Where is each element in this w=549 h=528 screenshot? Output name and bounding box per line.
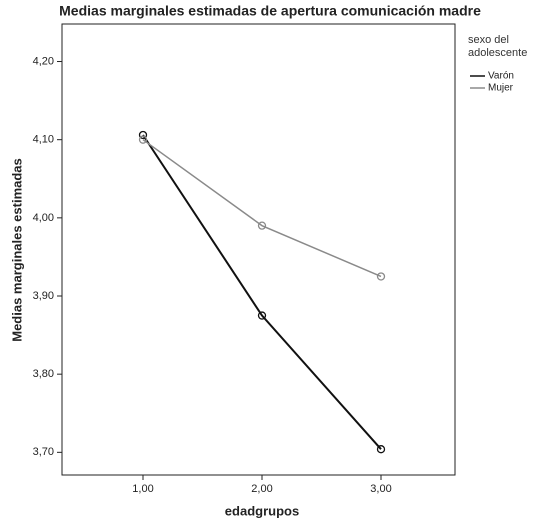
y-tick-label: 4,20: [33, 55, 54, 67]
point: [376, 272, 386, 281]
x-tick-label: 2,00: [251, 483, 272, 495]
point: [257, 221, 267, 230]
y-tick-label: 4,00: [33, 212, 54, 224]
chart-title: Medias marginales estimadas de apertura …: [59, 3, 481, 19]
y-tick-label: 4,10: [33, 134, 54, 146]
x-tick-label: 3,00: [370, 483, 391, 495]
x-tick-label: 1,00: [132, 483, 153, 495]
legend-label: Varón: [488, 71, 514, 82]
y-tick-label: 3,90: [33, 290, 54, 302]
y-tick-label: 3,80: [33, 368, 54, 380]
series-line: [142, 134, 382, 450]
legend-label: Mujer: [488, 83, 514, 94]
x-axis-label: edadgrupos: [225, 503, 299, 518]
y-axis-label: Medias marginales estimadas: [9, 158, 24, 342]
legend-title: sexo del adolescente: [468, 34, 528, 59]
point: [138, 135, 148, 144]
y-tick-label: 3,70: [33, 446, 54, 458]
point: [257, 311, 267, 320]
point: [376, 445, 386, 454]
point: [138, 130, 148, 140]
series-line: [142, 139, 382, 278]
plot-frame: [61, 23, 456, 476]
